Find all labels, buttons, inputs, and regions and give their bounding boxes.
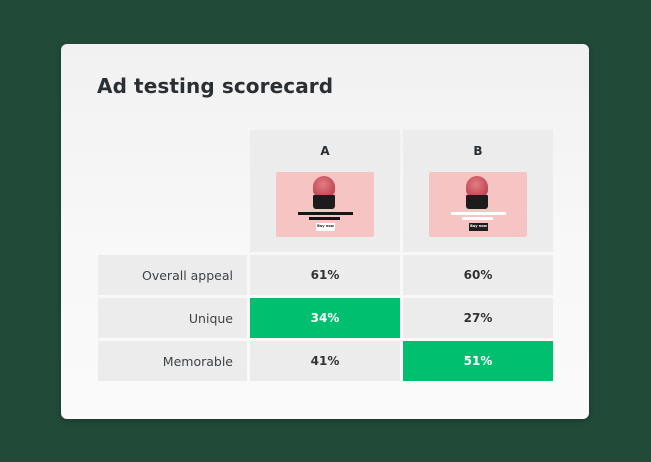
ad-thumbnail-b: Buy now (429, 172, 527, 237)
row-label-unique: Unique (98, 298, 247, 338)
ad-headline-bar (451, 212, 506, 215)
microphone-base (313, 195, 335, 209)
scorecard-card: Ad testing scorecard A Buy now B Buy now… (61, 44, 589, 419)
ad-cta-button: Buy now (469, 223, 488, 231)
row-label-memorable: Memorable (98, 341, 247, 381)
column-header-b: B Buy now (403, 130, 553, 252)
scorecard-title: Ad testing scorecard (97, 74, 334, 98)
microphone-icon (313, 176, 335, 197)
score-memorable-a: 41% (250, 341, 400, 381)
column-letter-a: A (320, 144, 330, 158)
ad-thumbnail-a: Buy now (276, 172, 374, 237)
column-header-a: A Buy now (250, 130, 400, 252)
microphone-icon (466, 176, 488, 197)
score-overall-appeal-a: 61% (250, 255, 400, 295)
score-unique-b: 27% (403, 298, 553, 338)
score-memorable-b: 51% (403, 341, 553, 381)
column-letter-b: B (473, 144, 483, 158)
microphone-base (466, 195, 488, 209)
score-overall-appeal-b: 60% (403, 255, 553, 295)
score-unique-a: 34% (250, 298, 400, 338)
ad-subline-bar (309, 217, 340, 220)
ad-subline-bar (462, 217, 493, 220)
row-label-overall-appeal: Overall appeal (98, 255, 247, 295)
ad-cta-button: Buy now (316, 223, 335, 231)
ad-headline-bar (298, 212, 353, 215)
